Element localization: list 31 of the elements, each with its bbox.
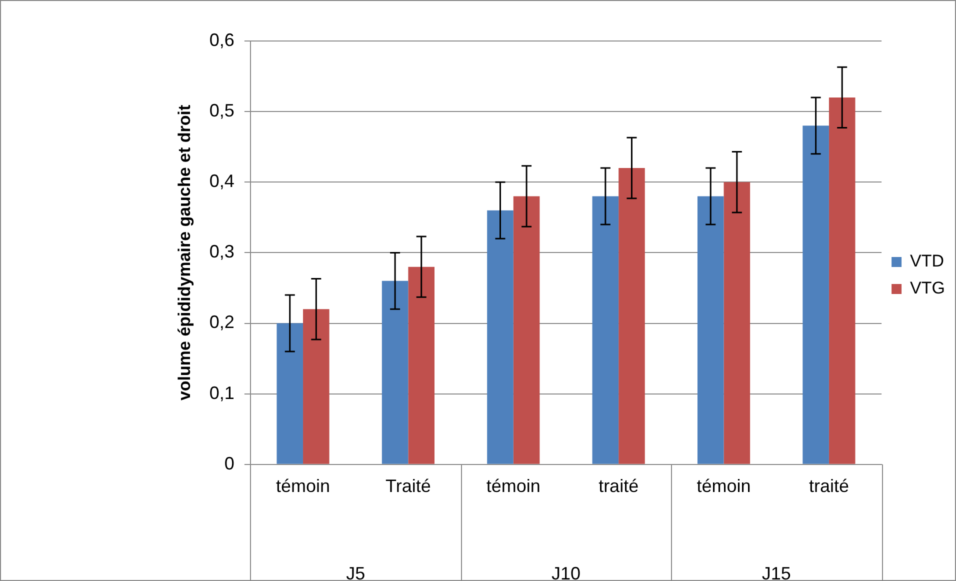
y-tick-label: 0,3: [209, 242, 234, 262]
y-tick-label: 0,4: [209, 171, 234, 192]
y-tick-label: 0,1: [209, 382, 234, 403]
bar: [303, 309, 330, 464]
bar: [618, 168, 645, 464]
legend-label: VTG: [910, 278, 946, 298]
y-axis-title: volume épididymaire gauche et droit: [174, 104, 194, 401]
text: J5: [346, 563, 366, 581]
y-tick-label: 0: [224, 453, 234, 474]
x-tick-label: témoin: [486, 476, 540, 496]
bar: [276, 323, 304, 464]
bar: [513, 196, 540, 464]
bar: [828, 97, 856, 464]
x-tick-label: témoin: [696, 476, 751, 496]
bar: [487, 210, 514, 464]
bar: [697, 196, 724, 464]
text: J15: [762, 563, 791, 581]
x-tick-label: traité: [598, 476, 639, 496]
legend-label: VTD: [910, 252, 944, 271]
bar: [592, 196, 619, 464]
x-tick-label: traité: [808, 476, 849, 496]
x-tick-label: témoin: [276, 476, 330, 496]
x-tick-label: Traité: [386, 476, 431, 496]
y-tick-label: 0,5: [209, 100, 234, 121]
bar: [802, 126, 829, 464]
text: J10: [551, 563, 581, 581]
bar: [408, 266, 435, 464]
bar: [724, 182, 750, 464]
y-tick-label: 0,2: [209, 312, 234, 332]
y-tick-label: 0,6: [209, 30, 234, 50]
bar: [382, 280, 408, 464]
